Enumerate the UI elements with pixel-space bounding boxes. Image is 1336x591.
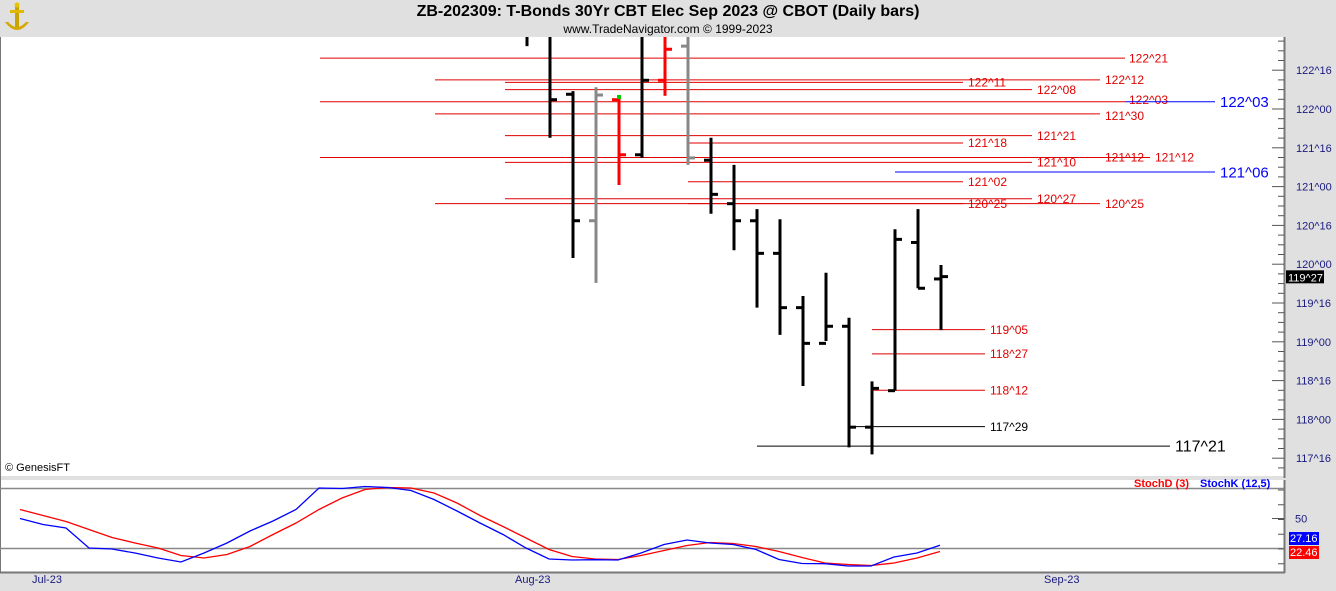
stochk-line (19, 485, 941, 567)
indicator-pane[interactable] (0, 480, 1284, 572)
legend-stochk: StochK (12,5) (1200, 478, 1271, 490)
level-label: 121^06 (1220, 164, 1269, 181)
copyright-text: © GenesisFT (5, 462, 70, 474)
level-label: 118^12 (990, 384, 1028, 398)
last-price-label: 119^27 (1288, 272, 1323, 284)
signal-marker (617, 95, 621, 99)
level-label: 122^08 (1037, 83, 1076, 97)
stochd-value-badge (1289, 546, 1319, 559)
level-label: 121^12 (1155, 151, 1194, 165)
level-label: 120^27 (1037, 192, 1076, 206)
price-axis-label: 118^00 (1296, 414, 1331, 426)
level-label: 122^21 (1129, 51, 1168, 65)
price-axis-label: 122^00 (1296, 104, 1332, 116)
price-axis-label: 122^16 (1296, 65, 1332, 77)
level-label: 122^11 (968, 76, 1006, 90)
stoch-axis-label: 50 (1295, 514, 1307, 526)
level-label: 122^03 (1220, 94, 1269, 111)
level-label: 121^10 (1037, 156, 1076, 170)
level-label: 118^27 (990, 347, 1028, 361)
stochd-value: 22.46 (1290, 547, 1318, 559)
level-label: 119^05 (990, 323, 1028, 337)
level-label: 117^21 (1175, 439, 1226, 456)
price-axis-label: 121^16 (1296, 143, 1332, 155)
stochk-value: 27.16 (1290, 533, 1318, 545)
level-label: 120^25 (1105, 197, 1144, 211)
level-label: 122^03 (1129, 93, 1168, 107)
chart-subtitle: www.TradeNavigator.com © 1999-2023 (563, 22, 773, 36)
level-label: 121^18 (968, 136, 1007, 150)
price-axis-label: 119^16 (1296, 298, 1331, 310)
level-label: 117^29 (990, 420, 1028, 434)
last-price-badge (1286, 270, 1324, 284)
level-label: 122^12 (1105, 73, 1144, 87)
price-axis-label: 120^00 (1296, 259, 1332, 271)
date-label-aug: Aug-23 (515, 574, 551, 586)
date-label-sep: Sep-23 (1044, 574, 1080, 586)
price-axis-label: 120^16 (1296, 220, 1332, 232)
stochd-line (19, 486, 941, 567)
trade-navigator-anchor-logo (5, 2, 29, 30)
legend-stochd: StochD (3) (1134, 478, 1189, 490)
stochk-value-badge (1289, 532, 1319, 545)
price-axis-label: 119^00 (1296, 337, 1331, 349)
chart-title: ZB-202309: T-Bonds 30Yr CBT Elec Sep 202… (416, 3, 920, 20)
date-label-jul: Jul-23 (32, 574, 62, 586)
level-label: 121^21 (1037, 129, 1076, 143)
level-label: 120^25 (968, 197, 1007, 211)
level-label: 121^02 (968, 175, 1007, 189)
price-axis-label: 121^00 (1296, 182, 1332, 194)
price-axis-label: 118^16 (1296, 376, 1331, 388)
level-label: 121^30 (1105, 109, 1144, 123)
price-axis-label: 117^16 (1296, 453, 1331, 465)
